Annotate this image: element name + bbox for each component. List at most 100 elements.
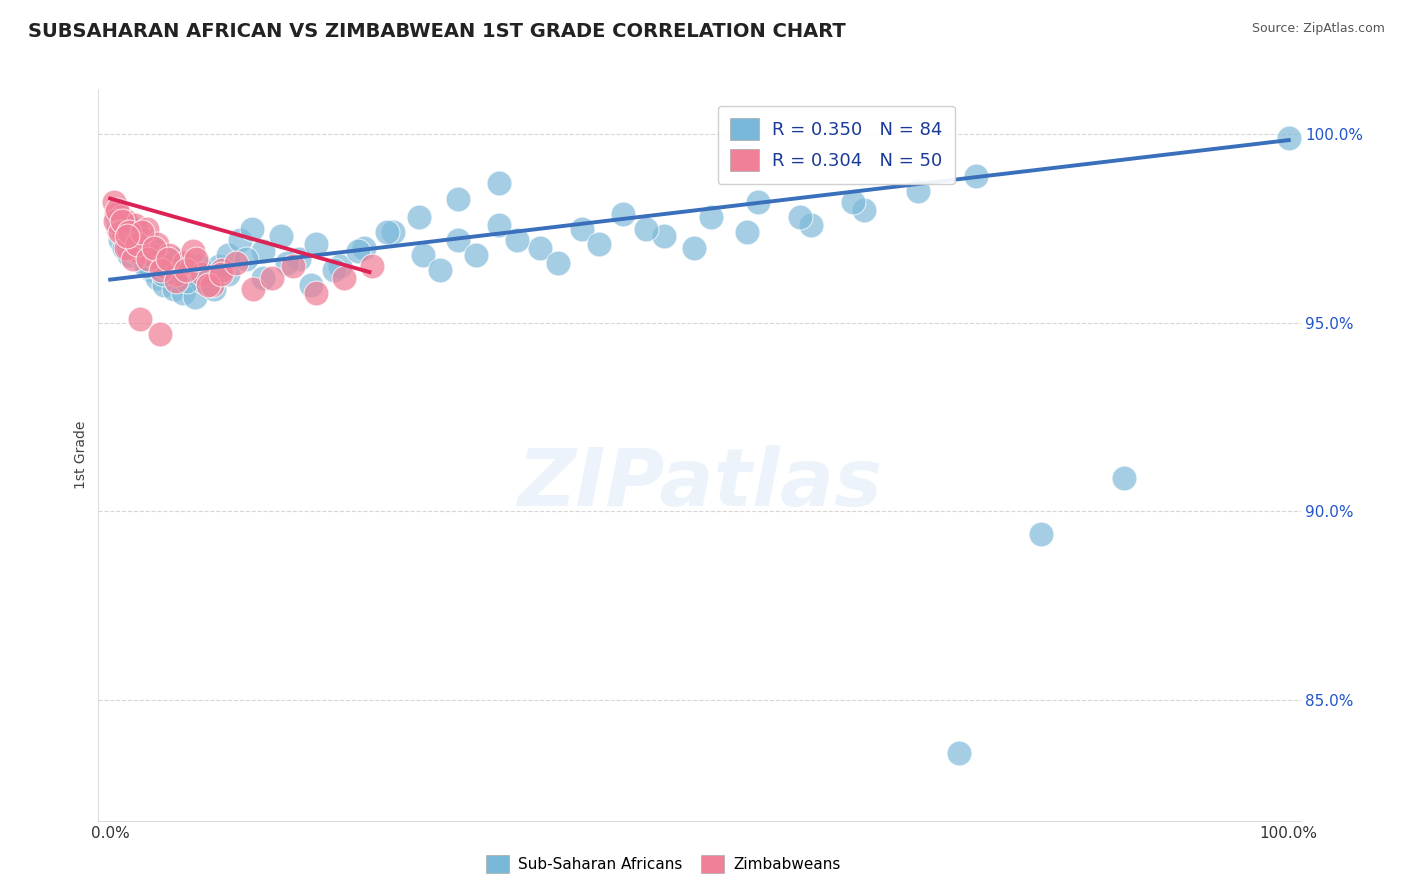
Point <box>217 248 239 262</box>
Point <box>506 233 529 247</box>
Point <box>181 244 204 259</box>
Point <box>149 263 172 277</box>
Point <box>346 244 368 259</box>
Point <box>529 241 551 255</box>
Point <box>288 252 311 266</box>
Point <box>128 236 150 251</box>
Point <box>163 252 186 266</box>
Point <box>125 221 148 235</box>
Point <box>165 275 187 289</box>
Point <box>225 255 247 269</box>
Text: Source: ZipAtlas.com: Source: ZipAtlas.com <box>1251 22 1385 36</box>
Point <box>143 244 166 259</box>
Point <box>135 255 157 269</box>
Point <box>360 260 382 274</box>
Point <box>202 282 225 296</box>
Point <box>447 192 470 206</box>
Point <box>208 260 231 274</box>
Point <box>429 263 451 277</box>
Point <box>149 255 172 269</box>
Point <box>143 248 166 262</box>
Point <box>157 263 180 277</box>
Point <box>141 263 163 277</box>
Point <box>240 221 263 235</box>
Point <box>131 226 153 240</box>
Point <box>118 226 141 240</box>
Point <box>120 229 142 244</box>
Point <box>108 226 131 240</box>
Point <box>128 312 150 326</box>
Point <box>270 229 292 244</box>
Point <box>1278 131 1301 145</box>
Point <box>260 270 283 285</box>
Point <box>636 221 658 235</box>
Point <box>447 233 470 247</box>
Point <box>211 263 233 277</box>
Point <box>209 267 232 281</box>
Point <box>108 233 131 247</box>
Point <box>149 327 172 342</box>
Point <box>111 226 134 240</box>
Point <box>789 211 811 225</box>
Point <box>135 221 157 235</box>
Point <box>115 218 138 232</box>
Point <box>179 270 201 285</box>
Point <box>305 285 328 300</box>
Point <box>152 267 174 281</box>
Point <box>299 278 322 293</box>
Point <box>235 252 257 266</box>
Point <box>276 255 298 269</box>
Text: SUBSAHARAN AFRICAN VS ZIMBABWEAN 1ST GRADE CORRELATION CHART: SUBSAHARAN AFRICAN VS ZIMBABWEAN 1ST GRA… <box>28 22 846 41</box>
Point <box>165 267 187 281</box>
Point <box>153 278 176 293</box>
Point <box>217 267 239 281</box>
Point <box>111 214 134 228</box>
Point <box>547 255 569 269</box>
Point <box>191 275 214 289</box>
Point <box>114 241 136 255</box>
Point <box>700 211 723 225</box>
Point <box>464 248 486 262</box>
Point <box>242 282 264 296</box>
Point <box>375 226 398 240</box>
Point <box>131 233 153 247</box>
Point <box>184 289 207 303</box>
Point <box>118 248 141 262</box>
Point <box>229 233 252 247</box>
Point <box>128 244 150 259</box>
Point <box>152 260 174 274</box>
Point <box>412 248 434 262</box>
Point <box>176 275 198 289</box>
Point <box>128 248 150 262</box>
Point <box>853 202 876 217</box>
Point <box>187 260 209 274</box>
Point <box>163 282 186 296</box>
Point <box>104 214 127 228</box>
Point <box>735 226 758 240</box>
Point <box>136 252 159 266</box>
Point <box>132 248 155 262</box>
Y-axis label: 1st Grade: 1st Grade <box>75 421 89 489</box>
Point <box>105 202 128 217</box>
Point <box>747 195 769 210</box>
Text: ZIPatlas: ZIPatlas <box>517 445 882 524</box>
Point <box>323 263 346 277</box>
Point <box>121 252 143 266</box>
Point <box>841 195 863 210</box>
Point <box>122 244 145 259</box>
Point <box>142 241 165 255</box>
Point <box>135 260 157 274</box>
Point <box>112 241 135 255</box>
Point <box>156 252 179 266</box>
Point <box>305 236 328 251</box>
Point <box>612 206 634 220</box>
Point <box>682 241 704 255</box>
Point <box>122 229 145 244</box>
Point <box>173 255 195 269</box>
Point <box>652 229 675 244</box>
Point <box>332 270 354 285</box>
Point <box>488 177 510 191</box>
Point <box>172 285 194 300</box>
Point <box>167 267 190 281</box>
Point <box>146 236 169 251</box>
